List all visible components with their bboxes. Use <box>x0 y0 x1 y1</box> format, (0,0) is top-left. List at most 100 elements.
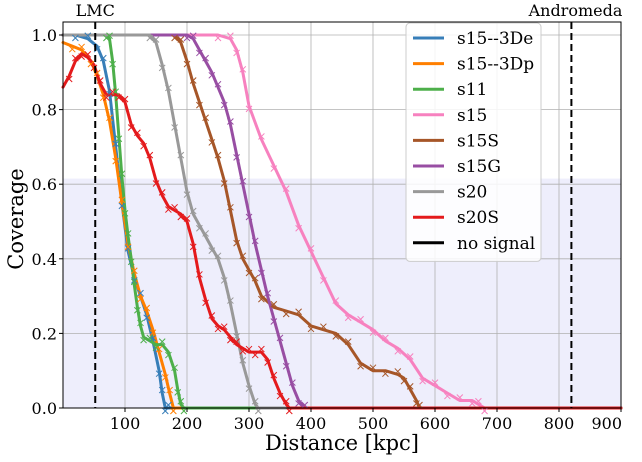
data-point-marker <box>165 206 172 213</box>
data-point-stroke <box>171 34 178 42</box>
data-point-stroke <box>87 60 95 68</box>
data-point-marker <box>406 382 414 390</box>
x-tick-label: 600 <box>420 414 451 433</box>
data-point-stroke <box>177 213 185 221</box>
legend-entry: no signal <box>413 234 535 254</box>
data-point-stroke <box>258 269 265 277</box>
data-point-stroke <box>99 54 107 62</box>
data-point-stroke <box>419 377 426 385</box>
data-point-marker <box>84 32 92 40</box>
data-point-marker <box>180 407 188 415</box>
data-point-stroke <box>84 51 92 58</box>
data-point-marker <box>177 213 185 221</box>
data-point-marker <box>99 54 107 62</box>
data-point-marker <box>103 94 110 102</box>
data-point-marker <box>152 344 160 351</box>
data-point-stroke <box>369 329 377 337</box>
data-point-stroke <box>177 151 185 159</box>
reference-lines-layer: LMC Andromeda <box>76 1 623 408</box>
data-point-stroke <box>149 329 157 337</box>
data-point-stroke <box>124 230 132 237</box>
data-point-marker <box>270 318 278 325</box>
data-point-stroke <box>161 374 169 381</box>
data-point-marker <box>161 407 169 415</box>
data-point-stroke <box>233 333 240 340</box>
data-point-marker <box>68 45 76 53</box>
data-point-stroke <box>239 356 247 364</box>
data-point-stroke <box>127 124 135 131</box>
data-point-marker <box>170 407 177 415</box>
data-point-marker <box>84 51 92 58</box>
data-point-marker <box>208 139 216 146</box>
data-point-stroke <box>177 397 185 405</box>
data-point-marker <box>245 385 253 392</box>
data-point-stroke <box>72 34 79 42</box>
data-point-stroke <box>152 180 160 187</box>
data-point-stroke <box>152 36 160 43</box>
data-point-stroke <box>444 392 451 400</box>
data-point-marker <box>239 347 247 355</box>
data-point-marker <box>118 202 126 210</box>
data-point-marker <box>282 397 290 405</box>
y-tick-label: 0.0 <box>32 399 57 418</box>
data-point-stroke <box>93 69 101 77</box>
data-point-marker <box>264 359 271 366</box>
data-point-stroke <box>382 370 389 378</box>
data-point-marker <box>106 32 113 40</box>
data-point-marker <box>165 401 172 409</box>
data-point-stroke <box>68 45 76 53</box>
data-point-marker <box>165 84 172 92</box>
data-point-stroke <box>227 118 234 125</box>
data-point-stroke <box>189 77 197 84</box>
series-line-s20S <box>61 52 623 410</box>
data-point-stroke <box>332 297 340 304</box>
data-point-marker <box>96 77 104 84</box>
data-point-marker <box>214 80 222 88</box>
data-point-marker <box>99 94 107 102</box>
data-point-marker <box>220 101 228 109</box>
data-point-stroke <box>208 312 216 319</box>
data-point-stroke <box>165 351 172 359</box>
data-point-stroke <box>270 165 278 172</box>
legend-label: s15--3Dp <box>457 55 534 75</box>
legend-label: s20 <box>457 183 487 203</box>
data-point-stroke <box>295 400 302 407</box>
data-point-marker <box>143 304 151 312</box>
data-point-marker <box>320 323 327 331</box>
data-point-marker <box>208 71 216 79</box>
x-tick-label: 500 <box>358 414 389 433</box>
data-point-marker <box>369 329 377 337</box>
x-tick-label: 300 <box>234 414 265 433</box>
data-point-marker <box>307 244 315 252</box>
data-point-stroke <box>320 323 327 331</box>
data-point-stroke <box>382 334 389 342</box>
data-point-marker <box>282 185 290 193</box>
data-point-marker <box>137 295 144 303</box>
plot-frame <box>62 21 622 409</box>
y-tick-label: 1.0 <box>32 26 57 45</box>
data-point-stroke <box>282 362 290 370</box>
data-point-stroke <box>258 133 265 140</box>
data-point-marker <box>171 34 178 42</box>
x-tick-label: 800 <box>544 414 575 433</box>
data-point-stroke <box>307 325 315 333</box>
data-point-marker <box>251 237 259 245</box>
data-point-stroke <box>239 177 247 185</box>
data-point-marker <box>115 135 123 143</box>
data-point-marker <box>106 114 113 122</box>
data-point-stroke <box>149 334 157 342</box>
data-point-marker <box>149 334 157 342</box>
data-point-marker <box>239 252 247 260</box>
data-point-stroke <box>233 154 240 161</box>
data-point-stroke <box>118 196 126 204</box>
data-point-stroke <box>208 247 216 254</box>
y-tick-label: 0.8 <box>32 101 57 120</box>
legend-entry: s20S <box>413 208 499 228</box>
data-point-stroke <box>227 203 234 211</box>
x-tick-label: 100 <box>110 414 141 433</box>
data-point-marker <box>155 370 163 378</box>
data-point-stroke <box>124 244 132 252</box>
data-point-marker <box>357 362 364 370</box>
data-point-stroke <box>264 289 271 297</box>
data-point-stroke <box>189 32 197 40</box>
